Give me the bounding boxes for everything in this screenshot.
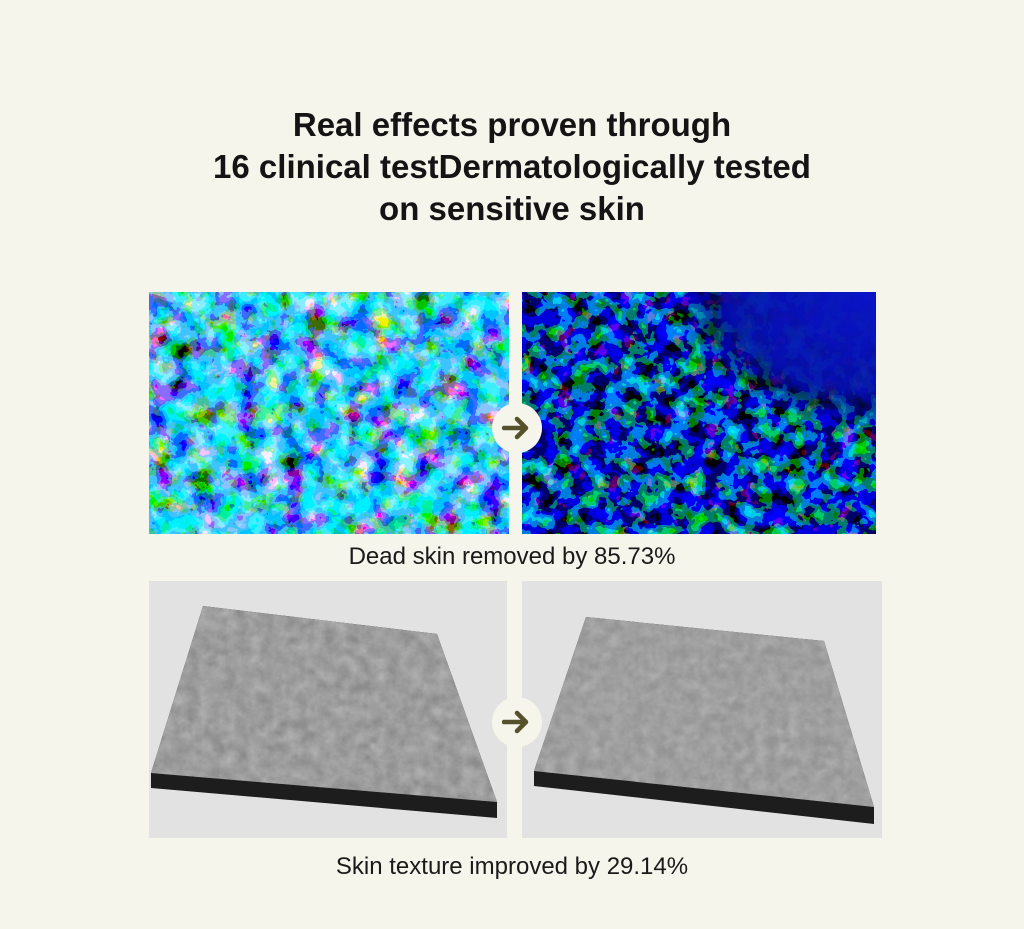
- arrow-badge-skin-texture: [492, 697, 542, 747]
- skin-texture-before-image: [149, 581, 507, 838]
- skin-texture-caption: Skin texture improved by 29.14%: [335, 853, 689, 880]
- headline-line-2: 16 clinical testDermatologically tested: [213, 148, 811, 185]
- arrow-badge-dead-skin: [492, 403, 542, 453]
- dead-skin-caption: Dead skin removed by 85.73%: [348, 543, 676, 570]
- dead-skin-after-image: [522, 292, 876, 534]
- arrow-right-icon: [502, 710, 529, 734]
- dead-skin-before-image: [149, 292, 509, 534]
- headline-line-3: on sensitive skin: [379, 190, 645, 227]
- headline-line-1: Real effects proven through: [292, 106, 732, 143]
- headline: Real effects proven through 16 clinical …: [0, 104, 1024, 230]
- arrow-right-icon: [502, 416, 529, 440]
- skin-texture-after-image: [522, 581, 882, 838]
